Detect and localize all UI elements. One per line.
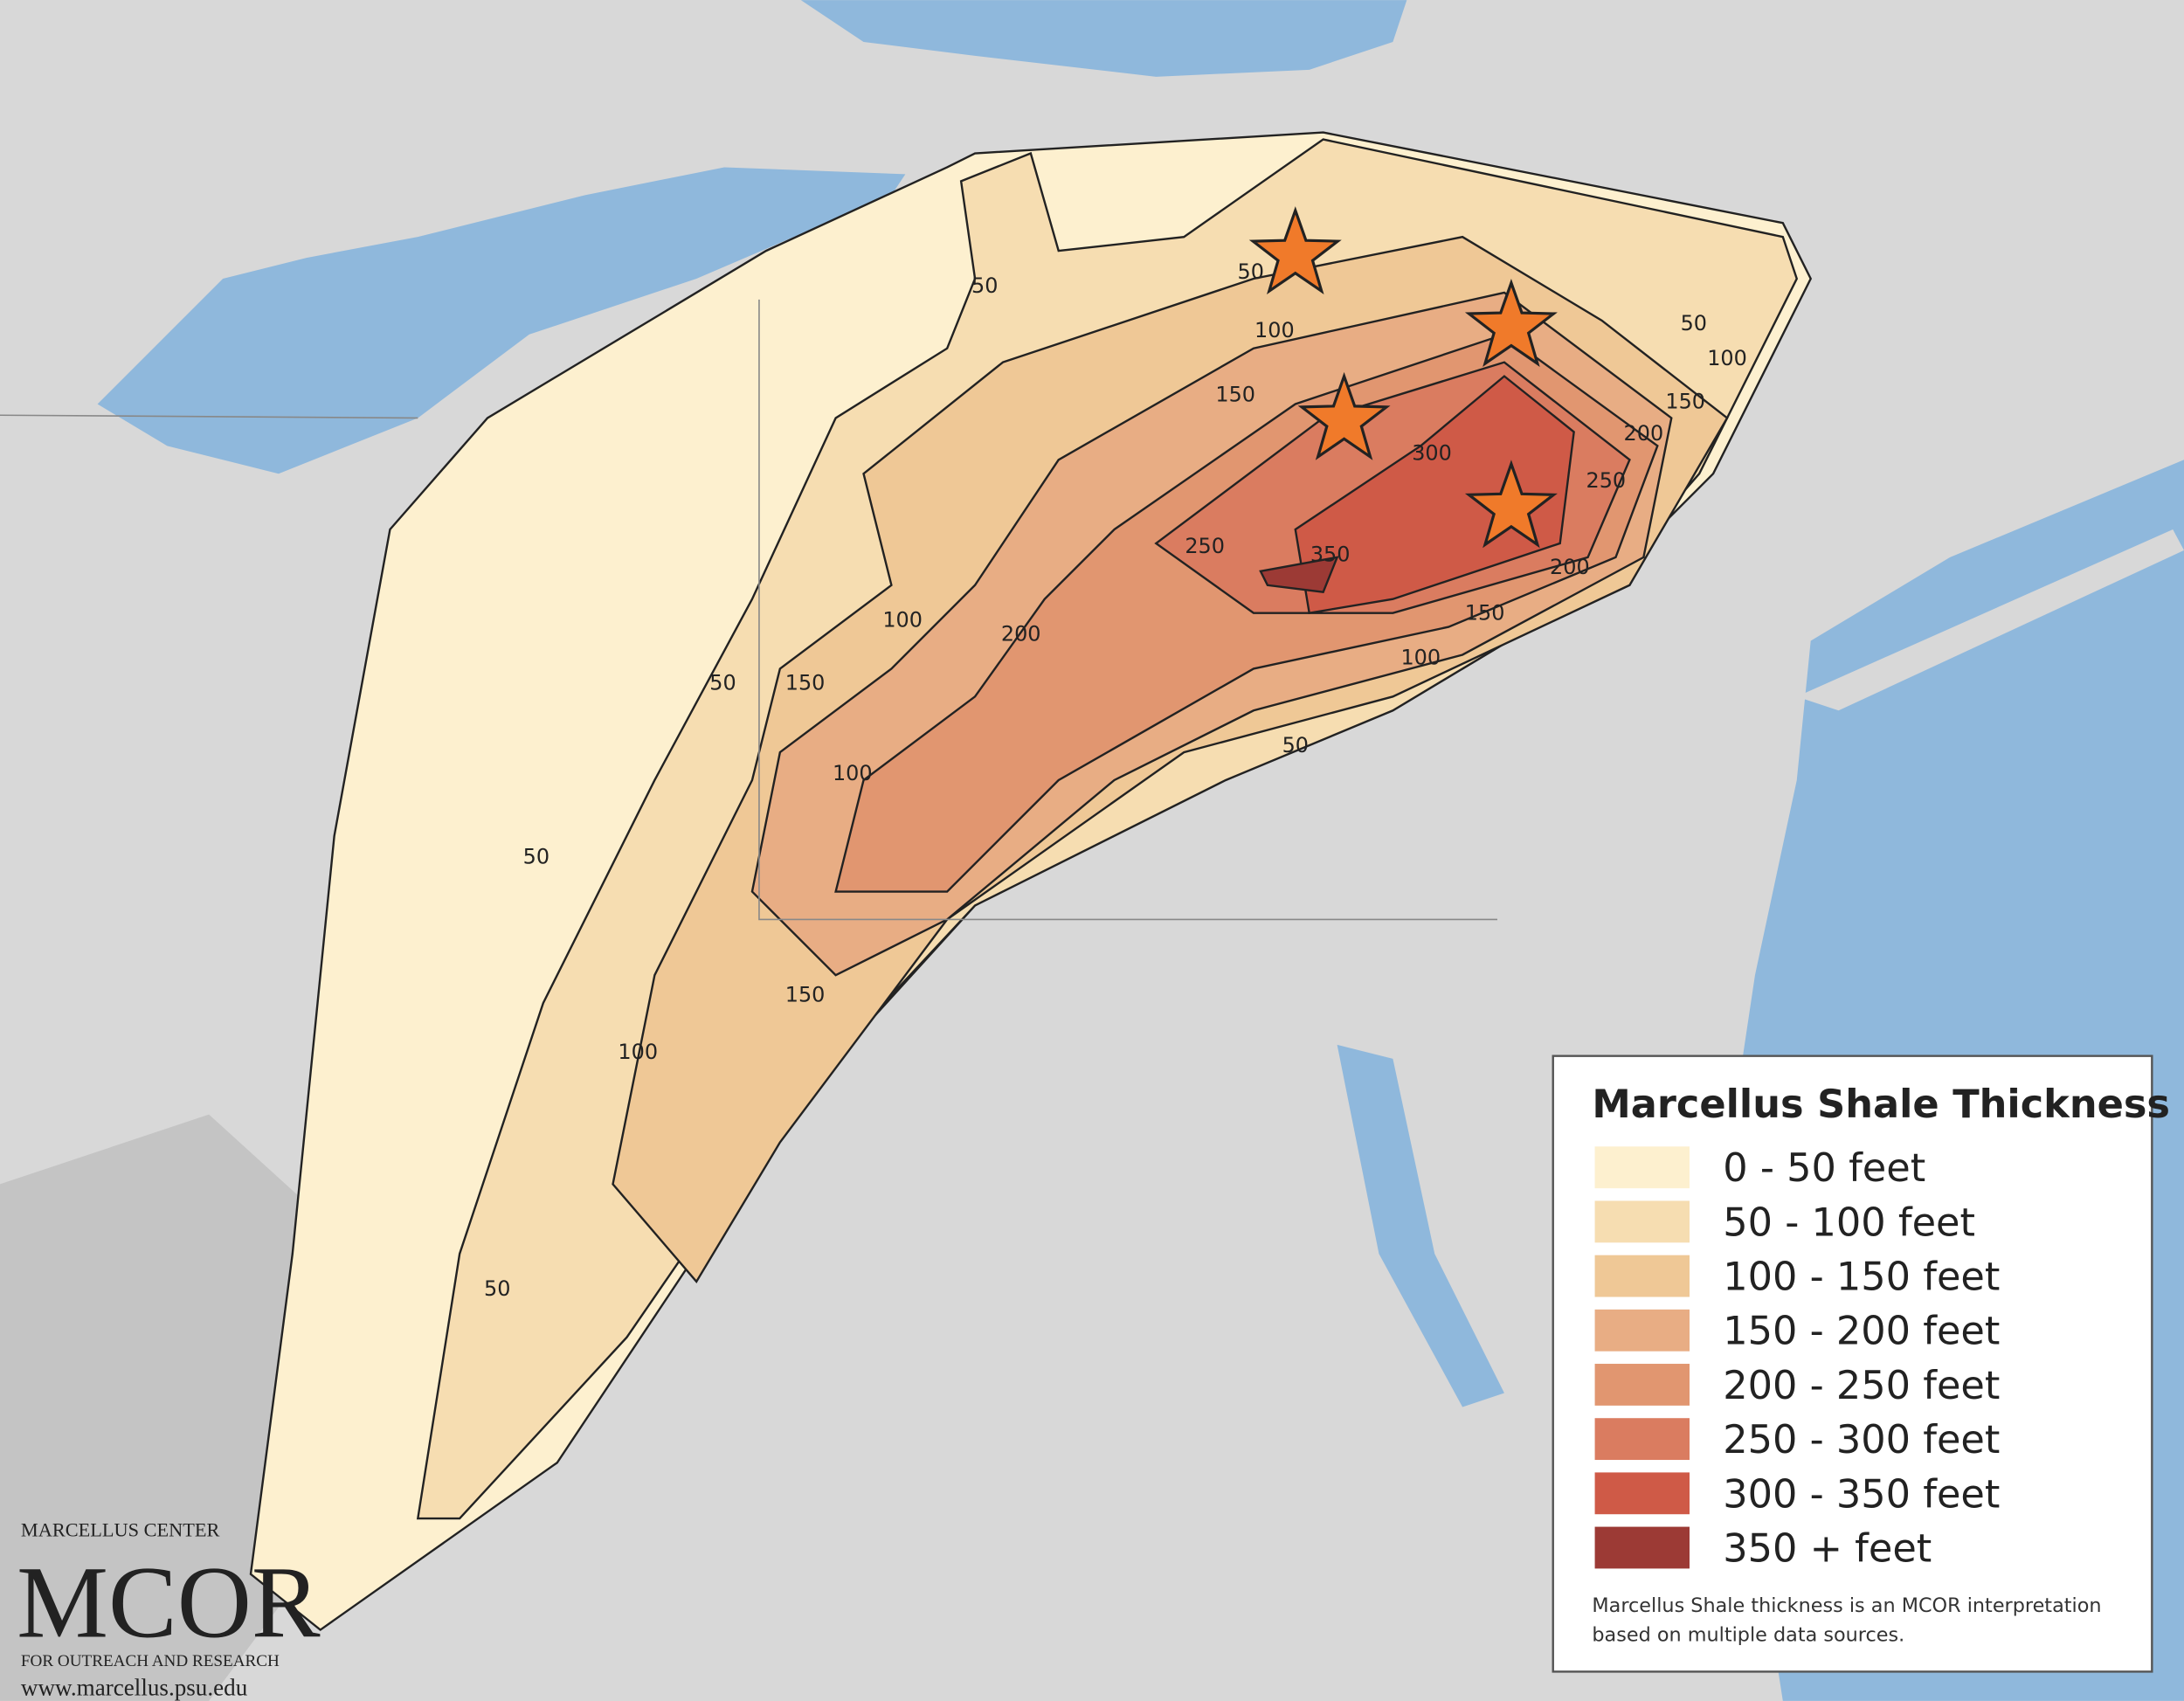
lake-ontario — [800, 0, 1407, 77]
contour-label: 100 — [618, 1040, 658, 1064]
thickness-band — [1294, 375, 1575, 615]
logo-tagline: FOR OUTREACH AND RESEARCH — [21, 1652, 280, 1670]
well-sites — [1248, 206, 1558, 549]
contour-label: 100 — [882, 608, 923, 633]
legend-swatch — [1594, 1255, 1690, 1297]
contour-label: 100 — [1400, 646, 1441, 670]
contour-label: 200 — [1624, 421, 1664, 446]
star-marker — [1248, 206, 1342, 295]
contour-label: 250 — [1586, 468, 1627, 493]
contour-label: 50 — [1681, 311, 1707, 335]
legend-label: 250 - 300 feet — [1723, 1417, 2000, 1462]
legend-swatch — [1594, 1200, 1690, 1243]
legend-swatch — [1594, 1364, 1690, 1406]
legend-swatch — [1594, 1418, 1690, 1461]
contour-label: 50 — [523, 845, 549, 869]
contour-label: 100 — [1254, 318, 1295, 342]
thickness-bands — [249, 131, 1813, 1632]
legend-swatch — [1594, 1526, 1690, 1569]
legend-label: 300 - 350 feet — [1723, 1471, 2000, 1517]
state-boundary — [0, 414, 418, 419]
contour-label: 50 — [1238, 259, 1264, 284]
star-marker — [1297, 371, 1391, 460]
legend-note-box: Marcellus Shale thickness is an MCOR int… — [1592, 1594, 2102, 1647]
state-boundary — [758, 299, 1497, 921]
legend-label: 100 - 150 feet — [1723, 1255, 2000, 1300]
chesapeake-bay — [1337, 1044, 1504, 1407]
legend-label: 200 - 250 feet — [1723, 1363, 2000, 1408]
legend-label: 50 - 100 feet — [1723, 1200, 1975, 1245]
contour-label: 150 — [1665, 389, 1705, 413]
star-marker — [1464, 460, 1558, 549]
legend-title: Marcellus Shale Thickness — [1592, 1082, 2170, 1127]
contour-label: 50 — [1282, 733, 1309, 757]
contour-label: 150 — [785, 982, 826, 1006]
contour-label: 300 — [1412, 440, 1452, 465]
contour-label: 350 — [1310, 543, 1351, 567]
lake-erie — [97, 167, 906, 474]
legend-swatch — [1594, 1146, 1690, 1189]
legend-items: 0 - 50 feet 50 - 100 feet 100 - 150 feet 15… — [1594, 1145, 2000, 1571]
contour-label: 100 — [1707, 346, 1747, 370]
legend-note: Marcellus Shale thickness is an MCOR int… — [1592, 1594, 2102, 1647]
long-island — [1796, 529, 2184, 711]
contour-label: 200 — [1550, 555, 1590, 579]
logo-top: MARCELLUS CENTER — [21, 1519, 220, 1541]
legend-label: 350 + feet — [1723, 1525, 1932, 1571]
contour-label: 150 — [1465, 601, 1505, 626]
contour-label: 200 — [1001, 622, 1041, 647]
contour-label: 150 — [1215, 382, 1255, 406]
contour-label: 100 — [833, 761, 873, 785]
contour-label: 150 — [785, 670, 826, 695]
contour-label: 250 — [1185, 534, 1225, 558]
contour-label: 50 — [484, 1276, 510, 1301]
logo-name: MCOR — [17, 1545, 321, 1660]
star-marker — [1464, 279, 1558, 367]
legend-label: 150 - 200 feet — [1723, 1309, 2000, 1354]
contour-label: 50 — [709, 670, 736, 695]
legend-swatch — [1594, 1472, 1690, 1515]
contour-label: 50 — [971, 273, 998, 298]
logo-url: www.marcellus.psu.edu — [21, 1674, 248, 1700]
legend-label: 0 - 50 feet — [1723, 1145, 1925, 1191]
contour-labels: 5050100150501001502002503003502502001501… — [484, 259, 1747, 1301]
legend-swatch — [1594, 1309, 1690, 1352]
thickness-band — [1259, 556, 1339, 594]
